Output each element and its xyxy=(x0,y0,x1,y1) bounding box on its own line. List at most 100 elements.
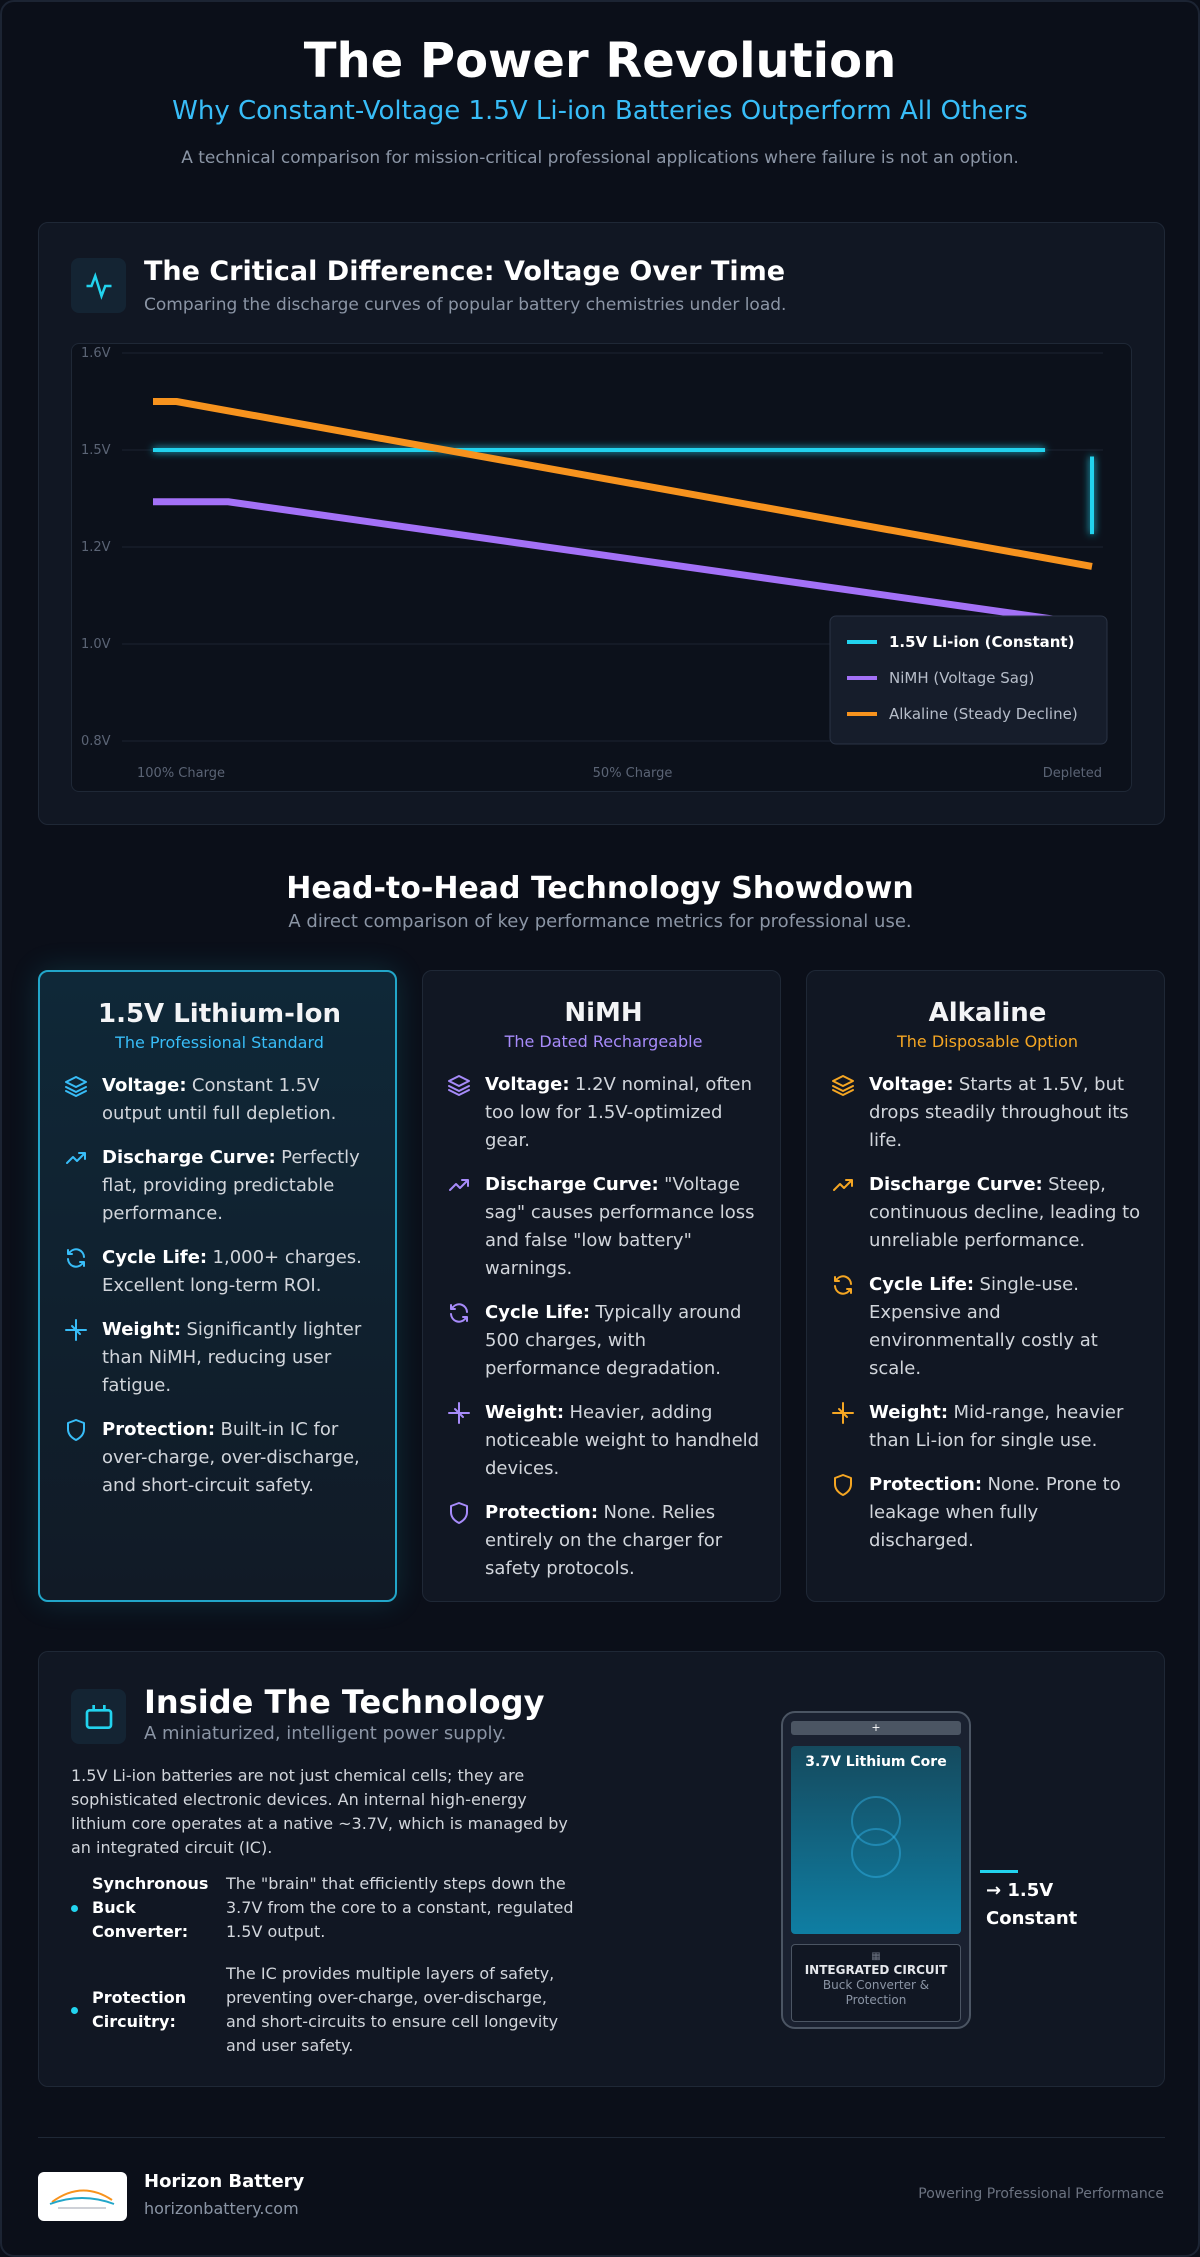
metric: Cycle Life: Single-use. Expensive and env… xyxy=(831,1271,1144,1383)
comparison-card: NiMH The Dated Rechargeable Voltage: 1.2V n… xyxy=(422,970,781,1602)
chart-card: The Critical Difference: Voltage Over Ti… xyxy=(38,222,1165,825)
icon-shape xyxy=(450,1502,468,1524)
metric-label: Discharge Curve: xyxy=(485,1174,659,1195)
metric-value: Significantly lighter than NiMH, reducin… xyxy=(102,1319,362,1396)
metric-icon xyxy=(450,1303,468,1323)
series-line xyxy=(153,398,1093,570)
metric: Discharge Curve: Steep, continuous declin… xyxy=(831,1171,1144,1255)
metric: Protection: None. Relies entirely on the … xyxy=(447,1499,760,1583)
x-tick-label: 100% Charge xyxy=(137,766,225,781)
section-subtitle: A direct comparison of key performance m… xyxy=(288,911,912,932)
metric-value: None. Relies entirely on the charger for… xyxy=(485,1502,723,1579)
icon-shape xyxy=(832,1402,854,1424)
metric-value: Mid-range, heavier than Li-ion for singl… xyxy=(869,1402,1124,1451)
metric-icon xyxy=(448,1402,470,1424)
y-tick-label: 1.0V xyxy=(81,637,111,652)
series-line xyxy=(153,448,1094,535)
metric-text: Protection: Built-in IC for over-charge, … xyxy=(102,1416,375,1500)
output-line xyxy=(980,1870,1018,1873)
metric-text: Protection: None. Prone to leakage when f… xyxy=(869,1471,1144,1555)
metric-value: Starts at 1.5V, but drops steadily throu… xyxy=(869,1074,1129,1151)
metric-label: Weight: xyxy=(102,1319,182,1340)
bullet xyxy=(71,2006,78,2014)
metric: Weight: Mid-range, heavier than Li-ion fo… xyxy=(831,1399,1144,1455)
tagline: A technical comparison for mission-criti… xyxy=(181,148,1019,168)
metric-label: Protection: xyxy=(102,1419,216,1440)
core-label: 3.7V Lithium Core xyxy=(805,1754,947,1770)
metric-value: Single-use. Expensive and environmentall… xyxy=(869,1274,1098,1379)
metric: Weight: Significantly lighter than NiMH, … xyxy=(64,1316,375,1400)
metric-text: Weight: Significantly lighter than NiMH, … xyxy=(102,1316,375,1400)
metric: Cycle Life: 1,000+ charges. Excellent lon… xyxy=(64,1244,375,1300)
y-tick-label: 1.2V xyxy=(81,540,111,555)
icon-shape xyxy=(832,1075,854,1096)
subtitle: Why Constant-Voltage 1.5V Li-ion Batteri… xyxy=(172,96,1028,126)
ic-box: ▦ INTEGRATED CIRCUIT Buck Converter & Pr… xyxy=(791,1944,961,2022)
metric-icon xyxy=(834,1275,852,1295)
feature-text: The IC provides multiple layers of safet… xyxy=(226,1964,559,2055)
card-subtitle: The Dated Rechargeable xyxy=(504,1032,703,1051)
metric-label: Voltage: xyxy=(869,1074,954,1095)
metric-text: Discharge Curve: Perfectly flat, providin… xyxy=(102,1144,375,1228)
icon-shape xyxy=(67,1248,85,1268)
metric-icon xyxy=(66,1152,86,1164)
battery-diagram: + 3.7V Lithium Core ▦ INTEGRATED CIRCUIT… xyxy=(781,1711,971,2029)
icon-shape xyxy=(834,1275,852,1295)
metric-text: Voltage: 1.2V nominal, often too low for … xyxy=(485,1071,760,1155)
metric-label: Voltage: xyxy=(102,1075,187,1096)
ic-subtitle: Buck Converter & Protection xyxy=(822,1978,930,2007)
metric-icon xyxy=(834,1474,852,1496)
metric-text: Voltage: Constant 1.5V output until full … xyxy=(102,1072,375,1128)
metric-text: Discharge Curve: "Voltage sag" causes per… xyxy=(485,1171,760,1283)
y-tick-label: 1.6V xyxy=(81,346,111,361)
icon-shape xyxy=(450,1303,468,1323)
metric-label: Cycle Life: xyxy=(102,1247,208,1268)
divider xyxy=(38,2137,1165,2138)
metric-label: Cycle Life: xyxy=(869,1274,975,1295)
metric-value: 1,000+ charges. Excellent long-term ROI. xyxy=(102,1247,362,1296)
metric-icon xyxy=(65,1319,87,1341)
feature: Synchronous Buck Converter: The "brain" t… xyxy=(71,1872,576,1944)
y-tick-label: 0.8V xyxy=(81,734,111,749)
x-tick-label: Depleted xyxy=(1043,766,1102,781)
icon-shape xyxy=(448,1075,470,1096)
icon-shape xyxy=(67,1419,85,1441)
feature-text: The "brain" that efficiently steps down … xyxy=(226,1874,574,1941)
y-tick-label: 1.5V xyxy=(81,443,111,458)
metric: Voltage: Constant 1.5V output until full … xyxy=(64,1072,375,1128)
metric-value: Built-in IC for over-charge, over-discha… xyxy=(102,1419,360,1496)
tech-paragraph: 1.5V Li-ion batteries are not just chemi… xyxy=(71,1766,568,1857)
metric-icon xyxy=(832,1402,854,1424)
metric-value: 1.2V nominal, often too low for 1.5V-opt… xyxy=(485,1074,752,1151)
metric-icon xyxy=(448,1075,470,1096)
icon-shape xyxy=(834,1474,852,1496)
ic-title: INTEGRATED CIRCUIT xyxy=(804,1963,948,1977)
footer-tagline: Powering Professional Performance xyxy=(918,2186,1164,2202)
metric-text: Cycle Life: Single-use. Expensive and env… xyxy=(869,1271,1144,1383)
metric-value: Constant 1.5V output until full depletio… xyxy=(102,1075,337,1124)
icon-shape xyxy=(65,1319,87,1341)
metric-value: Perfectly flat, providing predictable pe… xyxy=(102,1147,360,1224)
bullet xyxy=(71,1904,78,1912)
metric-text: Cycle Life: Typically around 500 charges,… xyxy=(485,1299,760,1383)
comparison-card: Alkaline The Disposable Option Voltage: Sta… xyxy=(806,970,1165,1602)
metric: Discharge Curve: Perfectly flat, providin… xyxy=(64,1144,375,1228)
metric-label: Discharge Curve: xyxy=(869,1174,1043,1195)
metric: Voltage: Starts at 1.5V, but drops steadi… xyxy=(831,1071,1144,1155)
series-line xyxy=(153,498,1093,629)
metric-icon xyxy=(833,1179,853,1191)
icon-shape xyxy=(833,1179,853,1191)
metric-icon xyxy=(65,1076,87,1097)
tech-subtitle: A miniaturized, intelligent power supply… xyxy=(144,1723,507,1744)
legend-label: 1.5V Li-ion (Constant) xyxy=(889,633,1074,651)
icon xyxy=(71,1689,126,1744)
legend-label: Alkaline (Steady Decline) xyxy=(889,705,1078,723)
legend-label: NiMH (Voltage Sag) xyxy=(889,669,1034,687)
comparison-card: 1.5V Lithium-Ion The Professional Standar… xyxy=(38,970,397,1602)
icon-shape xyxy=(448,1402,470,1424)
icon-shape xyxy=(65,1076,87,1097)
card-title: NiMH xyxy=(564,998,643,1028)
ic-icon: ▦ xyxy=(871,1951,881,1962)
feature-label: Protection Circuitry: xyxy=(92,1988,187,2031)
metric-value: None. Prone to leakage when fully discha… xyxy=(869,1474,1121,1551)
